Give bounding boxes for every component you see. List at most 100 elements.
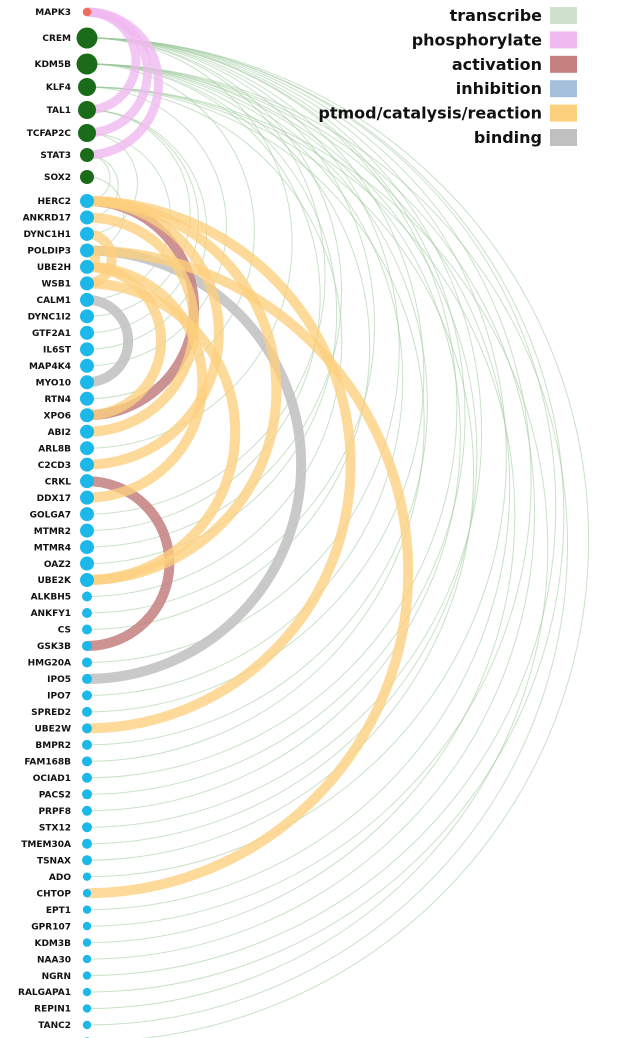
node-dync1h1[interactable]: DYNC1H1 [23,226,94,241]
node-circle-abi2[interactable] [80,424,94,439]
node-crkl[interactable]: CRKL [45,474,94,489]
node-abi2[interactable]: ABI2 [48,424,94,439]
node-c2cd3[interactable]: C2CD3 [38,457,94,472]
node-circle-ralgapa1[interactable] [82,987,92,997]
node-tsnax[interactable]: TSNAX [37,855,92,866]
node-circle-crem[interactable] [76,27,98,49]
node-klf4[interactable]: KLF4 [46,78,96,96]
node-hmg20a[interactable]: HMG20A [28,657,92,669]
node-ipo5[interactable]: IPO5 [47,673,92,685]
node-circle-ube2w[interactable] [82,723,92,734]
node-xpo6[interactable]: XPO6 [44,408,94,423]
node-circle-gsk3b[interactable] [82,640,92,651]
node-circle-wsb1[interactable] [80,276,94,291]
node-circle-ado[interactable] [82,872,92,881]
node-oaz2[interactable]: OAZ2 [44,556,94,571]
node-circle-arl8b[interactable] [80,441,94,456]
node-circle-stat3[interactable] [80,148,94,162]
node-rtn4[interactable]: RTN4 [45,391,94,406]
node-circle-ept1[interactable] [82,905,92,914]
node-circle-cs[interactable] [82,624,92,635]
node-gsk3b[interactable]: GSK3B [37,640,92,652]
node-circle-tsnax[interactable] [82,855,92,866]
node-circle-herc2[interactable] [80,194,94,208]
node-spred2[interactable]: SPRED2 [31,706,92,718]
node-circle-kdm5b[interactable] [76,53,98,75]
node-tmem30a[interactable]: TMEM30A [21,838,92,850]
node-crem[interactable]: CREM [42,27,98,49]
node-ankrd17[interactable]: ANKRD17 [23,210,94,225]
node-gpr107[interactable]: GPR107 [31,921,92,932]
node-circle-pacs2[interactable] [82,789,92,800]
node-ddx17[interactable]: DDX17 [37,490,94,505]
node-myo10[interactable]: MYO10 [36,375,94,390]
node-dync1i2[interactable]: DYNC1I2 [28,309,94,324]
node-tcfap2c[interactable]: TCFAP2C [27,124,96,142]
node-circle-myo10[interactable] [80,375,94,390]
node-circle-mtmr4[interactable] [80,540,94,555]
node-ociad1[interactable]: OCIAD1 [33,772,92,784]
node-circle-klf4[interactable] [78,78,96,96]
node-circle-dync1h1[interactable] [80,226,94,241]
node-ipo7[interactable]: IPO7 [47,690,92,702]
node-map4k4[interactable]: MAP4K4 [29,358,94,373]
node-circle-c2cd3[interactable] [80,457,94,472]
node-circle-bmpr2[interactable] [82,739,92,750]
node-calm1[interactable]: CALM1 [36,292,94,307]
node-circle-tal1[interactable] [78,101,96,119]
node-circle-tcfap2c[interactable] [78,124,96,142]
node-circle-sox2[interactable] [80,170,94,184]
node-circle-ankfy1[interactable] [82,608,92,618]
node-circle-tanc2[interactable] [82,1020,92,1030]
node-golga7[interactable]: GOLGA7 [30,507,94,522]
node-ube2k[interactable]: UBE2K [37,573,94,588]
node-circle-crkl[interactable] [80,474,94,489]
node-circle-naa30[interactable] [82,954,92,964]
node-circle-mtmr2[interactable] [80,523,94,538]
node-circle-dync1i2[interactable] [80,309,94,324]
node-alkbh5[interactable]: ALKBH5 [31,591,92,603]
node-circle-ngrn[interactable] [82,971,92,980]
node-mtmr4[interactable]: MTMR4 [34,540,94,555]
node-kdm3b[interactable]: KDM3B [34,938,92,949]
node-circle-repin1[interactable] [82,1004,92,1013]
node-circle-calm1[interactable] [80,292,94,307]
node-pacs2[interactable]: PACS2 [39,789,92,800]
node-circle-alkbh5[interactable] [82,591,92,602]
node-repin1[interactable]: REPIN1 [34,1004,92,1015]
node-chtop[interactable]: CHTOP [36,888,92,899]
node-ngrn[interactable]: NGRN [42,971,92,982]
node-wsb1[interactable]: WSB1 [41,276,94,291]
node-circle-map4k4[interactable] [80,358,94,373]
node-circle-xpo6[interactable] [80,408,94,423]
node-circle-rtn4[interactable] [80,391,94,406]
node-circle-ipo7[interactable] [82,690,92,701]
node-mtmr2[interactable]: MTMR2 [34,523,94,538]
node-circle-fam168b[interactable] [82,756,92,767]
node-fam168b[interactable]: FAM168B [24,756,92,768]
node-circle-gpr107[interactable] [82,921,92,931]
node-circle-ipo5[interactable] [82,673,92,684]
node-circle-ociad1[interactable] [82,772,92,783]
node-circle-mapk3[interactable] [82,7,92,17]
node-poldip3[interactable]: POLDIP3 [27,243,94,258]
node-circle-spred2[interactable] [82,706,92,717]
node-circle-prpf8[interactable] [82,805,92,816]
node-circle-ube2k[interactable] [80,573,94,588]
node-circle-ube2h[interactable] [80,259,94,274]
node-herc2[interactable]: HERC2 [38,194,94,208]
node-circle-gtf2a1[interactable] [80,325,94,340]
node-circle-ddx17[interactable] [80,490,94,505]
node-circle-hmg20a[interactable] [82,657,92,668]
node-ralgapa1[interactable]: RALGAPA1 [18,987,92,998]
node-stat3[interactable]: STAT3 [40,148,94,162]
node-ado[interactable]: ADO [49,872,92,883]
node-tal1[interactable]: TAL1 [47,101,96,119]
node-circle-kdm3b[interactable] [82,938,92,947]
node-circle-chtop[interactable] [82,888,92,898]
node-tanc2[interactable]: TANC2 [38,1020,92,1031]
node-stx12[interactable]: STX12 [39,822,92,833]
node-cs[interactable]: CS [58,624,92,636]
node-bmpr2[interactable]: BMPR2 [35,739,92,751]
node-gtf2a1[interactable]: GTF2A1 [32,325,94,340]
